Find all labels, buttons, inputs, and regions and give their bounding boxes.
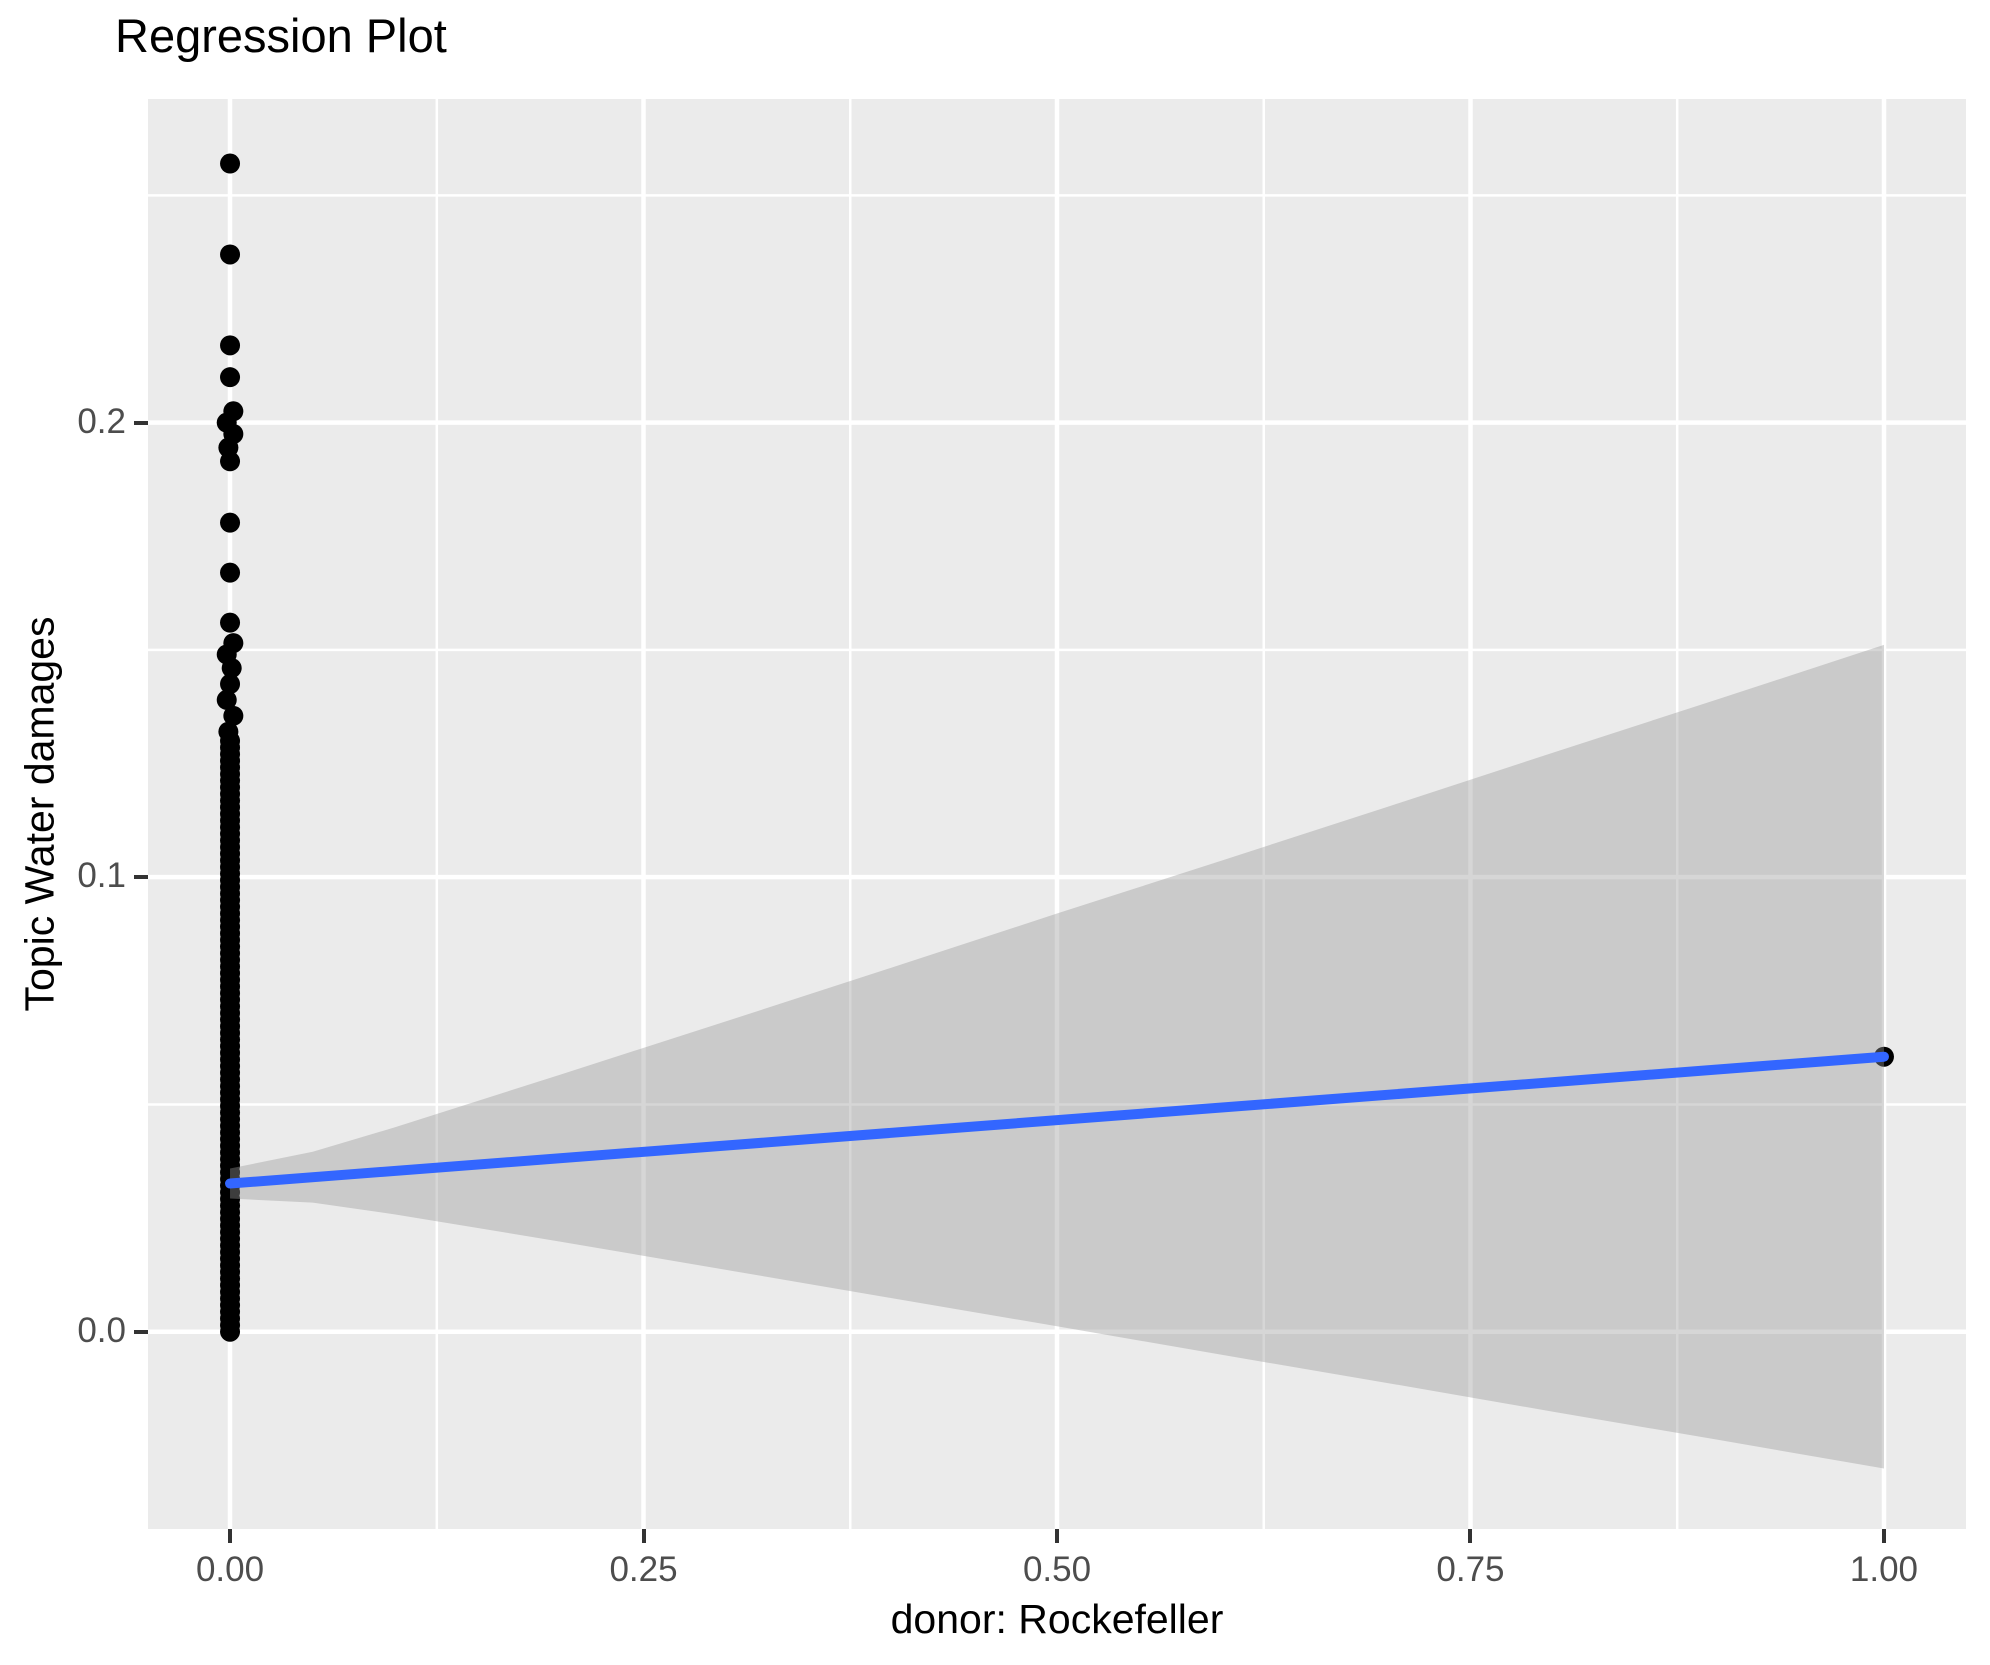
y-tick-label: 0.1 (77, 856, 126, 896)
plot-panel (148, 99, 1966, 1529)
x-tick-label: 0.50 (1022, 1550, 1092, 1589)
regression-line (225, 1051, 1889, 1189)
data-point (220, 512, 241, 533)
data-point (220, 562, 241, 583)
data-point (218, 721, 239, 742)
data-point (220, 612, 241, 633)
x-tick-label: 0.00 (195, 1550, 265, 1589)
x-tick-mark (1468, 1529, 1473, 1543)
y-axis-title: Topic Water damages (16, 616, 63, 1012)
x-tick-label: 1.00 (1849, 1550, 1919, 1589)
plot-canvas (148, 99, 1966, 1529)
y-tick-mark (134, 1329, 148, 1334)
x-tick-label: 0.75 (1436, 1550, 1505, 1589)
x-tick-label: 0.25 (609, 1550, 678, 1589)
x-tick-mark (641, 1529, 646, 1543)
x-tick-mark (228, 1529, 233, 1543)
plot-title: Regression Plot (115, 9, 447, 62)
data-point (220, 451, 241, 472)
data-point (220, 367, 241, 388)
y-tick-mark (134, 420, 148, 425)
y-tick-label: 0.2 (77, 401, 126, 441)
x-tick-mark (1055, 1529, 1059, 1543)
data-point (216, 689, 237, 710)
x-axis-title: donor: Rockefeller (890, 1596, 1224, 1642)
data-point (223, 705, 244, 726)
data-point (220, 244, 241, 265)
y-tick-mark (134, 875, 148, 880)
data-point (221, 658, 242, 679)
data-point (220, 674, 241, 694)
y-tick-label: 0.0 (77, 1310, 126, 1350)
data-point (220, 335, 241, 356)
x-tick-mark (1881, 1529, 1886, 1543)
confidence-ribbon (230, 644, 1884, 1469)
data-point (220, 153, 241, 174)
